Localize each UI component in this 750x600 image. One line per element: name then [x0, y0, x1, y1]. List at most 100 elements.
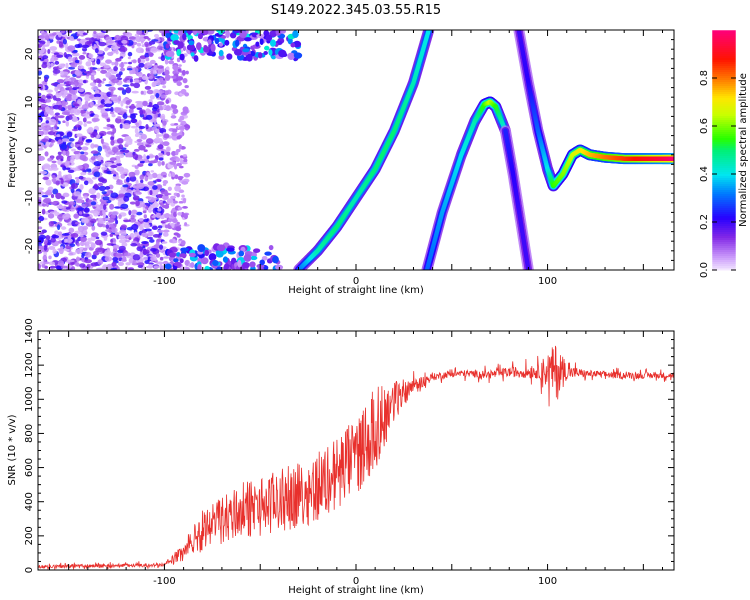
spectrogram-noise-blob — [77, 43, 83, 48]
spectrogram-noise-blob — [292, 30, 299, 39]
spectrogram-noise-blob — [101, 265, 107, 270]
spectrogram-noise-blob — [77, 79, 84, 84]
spectrogram-noise-blob — [93, 183, 99, 190]
spectrogram-noise-blob — [159, 202, 165, 207]
spectrogram-noise-blob — [173, 232, 180, 236]
spectrogram-noise-blob — [181, 69, 186, 76]
spectrogram-noise-blob — [148, 52, 154, 58]
spectrogram-noise-blob — [174, 174, 179, 180]
spectrogram-noise-blob — [40, 103, 47, 109]
spectrogram-noise-blob — [88, 94, 95, 99]
spectrogram-noise-blob — [145, 108, 151, 114]
spectrogram-noise-blob — [133, 82, 141, 89]
spectrogram-noise-blob — [181, 161, 188, 165]
spectrogram-noise-blob — [139, 109, 144, 116]
spectrogram-noise-blob — [183, 172, 191, 178]
spectrogram-noise-blob — [229, 32, 237, 39]
spectrogram-noise-blob — [102, 224, 106, 228]
spectrogram-noise-blob — [122, 184, 129, 188]
spectrogram-noise-blob — [142, 90, 147, 96]
spectrogram-noise-blob — [119, 153, 125, 159]
spectrogram-noise-blob — [120, 67, 126, 72]
spectrogram-noise-blob — [67, 56, 73, 62]
spectrogram-noise-blob — [56, 134, 61, 138]
spectrogram-noise-blob — [60, 226, 67, 230]
spectrogram-noise-blob — [160, 55, 166, 62]
spectrogram-noise-blob — [140, 223, 144, 229]
spectrogram-noise-blob — [178, 143, 182, 150]
spectrogram-noise-blob — [84, 259, 92, 264]
spectrogram-noise-blob — [173, 258, 179, 263]
spectrogram-noise-blob — [110, 170, 117, 175]
spectrogram-noise-blob — [135, 104, 141, 109]
spectrogram-noise-blob — [65, 62, 69, 69]
spectrogram-noise-blob — [216, 30, 225, 33]
spectrogram-noise-blob — [50, 82, 59, 86]
spectrogram-noise-blob — [155, 212, 161, 219]
spectrogram-noise-blob — [139, 160, 145, 164]
spectrogram-noise-blob — [101, 112, 109, 119]
spectrogram-noise-blob — [111, 261, 117, 267]
spectrogram-noise-blob — [142, 100, 148, 107]
spectrogram-noise-blob — [65, 95, 72, 102]
spectrogram-noise-blob — [78, 135, 83, 142]
spectrogram-noise-blob — [74, 69, 83, 76]
spectrogram-noise-blob — [118, 214, 122, 220]
spectrogram-noise-blob — [166, 198, 174, 204]
spectrogram-noise-blob — [261, 255, 268, 261]
spectrogram-noise-blob — [75, 179, 80, 184]
spectrogram-noise-blob — [168, 173, 172, 177]
spectrogram-noise-blob — [74, 81, 79, 87]
spectrogram-noise-blob — [126, 151, 133, 158]
spectrogram-noise-blob — [166, 146, 170, 152]
spectrogram-noise-blob — [96, 67, 101, 72]
spectrogram-noise-blob — [143, 35, 149, 40]
spectrogram-noise-blob — [68, 81, 75, 85]
spectrogram-noise-blob — [157, 208, 162, 212]
spectrogram-noise-blob — [151, 225, 158, 231]
spectrogram-noise-blob — [152, 185, 158, 190]
spectrogram-noise-blob — [71, 266, 76, 270]
spectrogram-noise-blob — [61, 200, 68, 204]
spectrogram-noise-blob — [110, 88, 114, 95]
spectrogram-noise-blob — [77, 65, 84, 70]
spectrogram-noise-blob — [80, 171, 87, 176]
spectrogram-noise-blob — [128, 217, 137, 223]
spectrogram-noise-blob — [53, 52, 59, 55]
spectrogram-noise-blob — [147, 173, 154, 180]
spectrogram-noise-blob — [118, 245, 126, 251]
spectrogram-noise-blob — [79, 263, 86, 268]
spectrogram-noise-blob — [93, 30, 97, 35]
spectrogram-noise-blob — [110, 124, 115, 129]
spectrogram-noise-blob — [57, 120, 61, 125]
spectrogram-noise-blob — [183, 124, 191, 130]
spectrogram-noise-blob — [106, 131, 114, 135]
spectrogram-noise-blob — [135, 100, 143, 104]
spectrogram-noise-blob — [58, 63, 65, 69]
spectrogram-noise-blob — [38, 107, 43, 111]
spectrogram-noise-blob — [104, 100, 113, 105]
spectrogram-noise-blob — [51, 234, 60, 239]
spectrogram-noise-blob — [90, 72, 97, 76]
spectrogram-noise-blob — [57, 151, 62, 156]
spectrogram-noise-blob — [91, 232, 99, 238]
spectrogram-noise-blob — [131, 209, 138, 215]
spectrogram-noise-blob — [178, 165, 184, 169]
spectrogram-noise-blob — [145, 114, 153, 121]
spectrogram-noise-blob — [122, 61, 129, 65]
spectrogram-noise-blob — [138, 145, 146, 151]
spectrogram-noise-blob — [146, 89, 154, 95]
spectrogram-noise-blob — [181, 180, 189, 185]
spectrogram-noise-blob — [46, 95, 52, 99]
spectrogram-noise-blob — [290, 42, 296, 48]
spectrogram-noise-blob — [42, 176, 50, 180]
spectrogram-noise-blob — [62, 150, 66, 156]
spectrogram-noise-blob — [38, 250, 42, 254]
spectrogram-noise-blob — [158, 157, 164, 161]
spectrogram-noise-blob — [110, 44, 119, 50]
spectrogram-noise-blob — [59, 70, 65, 76]
spectrogram-noise-blob — [38, 119, 41, 123]
spectrogram-noise-blob — [163, 229, 170, 233]
spectrogram-noise-blob — [38, 130, 44, 136]
spectrogram-noise-blob — [110, 164, 118, 169]
